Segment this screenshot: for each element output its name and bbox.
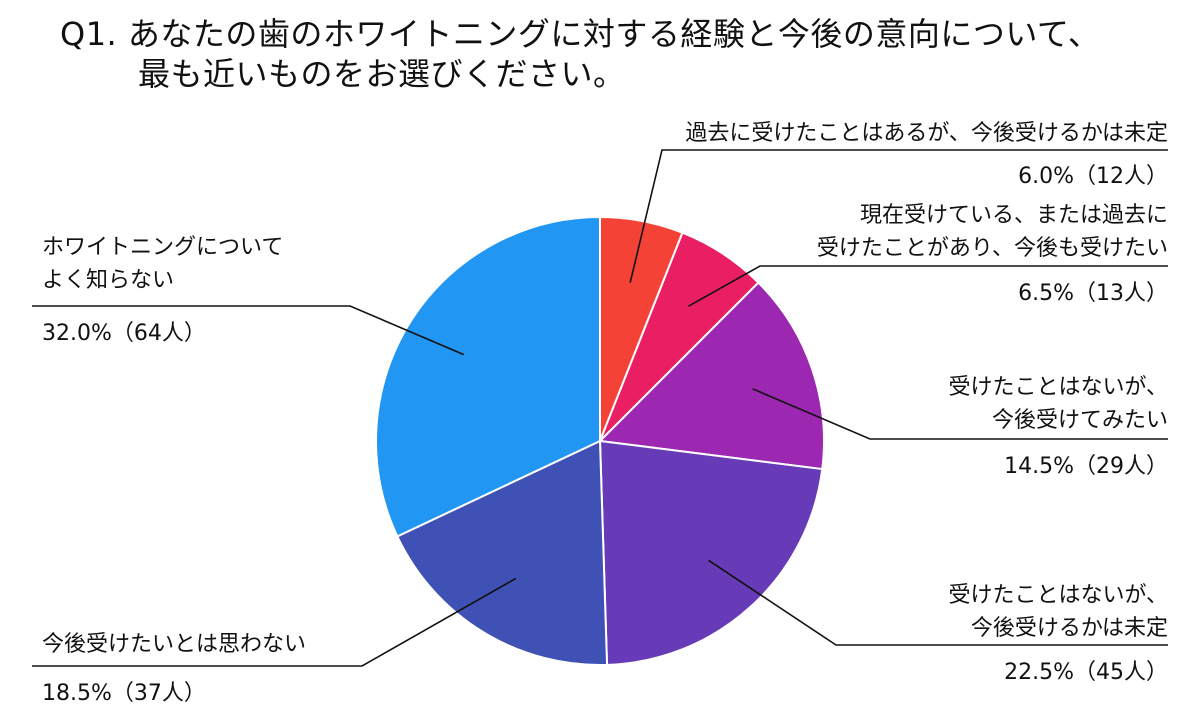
leader-line-3 [752, 388, 1168, 440]
slice-label-1: 過去に受けたことはあるが、今後受けるかは未定 [685, 121, 1168, 146]
slice-label-3-line-1: 受けたことはないが、 [948, 375, 1168, 400]
slice-value-3: 14.5%（29人） [1004, 454, 1168, 479]
slice-label-6-line-1: ホワイトニングについて [42, 235, 283, 260]
pie-slice-5 [395, 439, 609, 666]
leader-line-6 [32, 305, 465, 356]
leader-line-4 [708, 559, 1168, 646]
slice-label-6-line-2: よく知らない [42, 268, 174, 293]
slice-label-2-line-2: 受けたことがあり、今後も受けたい [817, 236, 1168, 261]
slice-label-5-line-1: 今後受けたいとは思わない [42, 632, 306, 657]
slice-value-6: 32.0%（64人） [42, 321, 206, 346]
slice-label-2-line-1: 現在受けている、または過去に [860, 203, 1168, 228]
slice-label-3-line-2: 今後受けてみたい [992, 408, 1168, 433]
pie-slice-6 [375, 215, 601, 538]
slice-label-4-line-2: 今後受けるかは未定 [971, 616, 1168, 641]
title-line-1: Q1. あなたの歯のホワイトニングに対する経験と今後の意向について、 [60, 15, 1101, 53]
leader-line-2 [688, 265, 1168, 307]
slice-value-2: 6.5%（13人） [1018, 281, 1168, 306]
title-line-2: 最も近いものをお選びください。 [138, 55, 626, 93]
slice-labels: 過去に受けたことはあるが、今後受けるかは未定 6.0%（12人） 現在受けている、ま… [42, 121, 1168, 706]
pie-slice-3 [597, 281, 825, 471]
leader-line-1 [629, 149, 1168, 283]
slice-value-4: 22.5%（45人） [1004, 660, 1168, 685]
pie-slices [375, 215, 825, 666]
slice-label-4-line-1: 受けたことはないが、 [948, 583, 1168, 608]
pie-slice-4 [598, 439, 824, 666]
leader-lines [32, 149, 1168, 667]
slice-value-5: 18.5%（37人） [42, 681, 206, 706]
leader-line-5 [32, 577, 517, 667]
chart-title: Q1. あなたの歯のホワイトニングに対する経験と今後の意向について、 最も近いも… [60, 14, 1100, 94]
slice-value-1: 6.0%（12人） [1018, 164, 1168, 189]
